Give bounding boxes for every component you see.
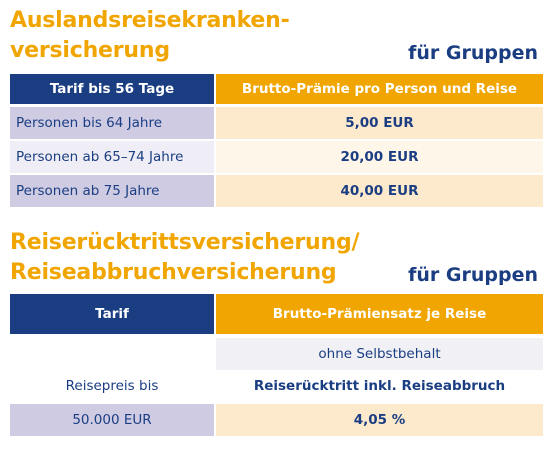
section2-label-reiseruecktritt: Reiserücktritt inkl. Reiseabbruch: [253, 378, 506, 394]
section1-row-label: Personen ab 75 Jahre: [10, 175, 214, 207]
section2-subheader: ohne Selbstbehalt: [216, 338, 543, 370]
section2-title-line2: Reiseabbruchversicherung: [10, 260, 337, 285]
section1-row-value: 5,00 EUR: [216, 107, 543, 139]
section2-header-tarif: Tarif: [10, 294, 214, 334]
section1-title-line1: Auslandsreisekranken-: [10, 8, 290, 33]
section1-header-praemie: Brutto-Prämie pro Person und Reise: [216, 74, 543, 104]
section1-header-tarif: Tarif bis 56 Tage: [10, 74, 214, 104]
section2-header-praemiensatz: Brutto-Prämiensatz je Reise: [216, 294, 543, 334]
section1-row-value: 20,00 EUR: [216, 141, 543, 173]
section2-data-praemiensatz: 4,05 %: [216, 404, 543, 436]
section2-label-reisepreis: Reisepreis bis: [65, 378, 159, 394]
section2-subtitle: für Gruppen: [408, 264, 538, 286]
section1-row-value: 40,00 EUR: [216, 175, 543, 207]
section2-title-line1: Reiserücktrittsversicherung/: [10, 230, 360, 255]
section1-row-label: Personen ab 65–74 Jahre: [10, 141, 214, 173]
section1-title-line2: versicherung: [10, 38, 170, 63]
section1-row-label: Personen bis 64 Jahre: [10, 107, 214, 139]
section2-data-reisepreis: 50.000 EUR: [10, 404, 214, 436]
section1-subtitle: für Gruppen: [408, 42, 538, 64]
